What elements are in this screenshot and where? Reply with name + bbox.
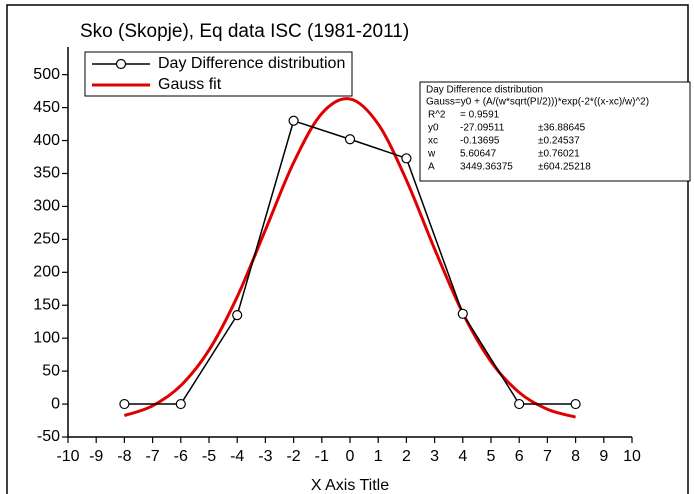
x-tick-label: -4 [230,448,244,465]
x-tick-label: 6 [515,448,524,465]
legend-label: Day Difference distribution [158,55,345,72]
annotation-cell: xc [428,136,438,147]
x-tick-label: -5 [202,448,216,465]
x-tick-label: 10 [623,448,641,465]
x-tick-label: -10 [56,448,79,465]
legend: Day Difference distribution Gauss fit [84,51,353,97]
x-tick-label: 2 [402,448,411,465]
y-tick-label: 500 [33,66,60,83]
annotation-cell: w [427,149,436,160]
fit-parameters-box [419,81,691,182]
y-tick-label: 400 [33,132,60,149]
x-tick-label: -7 [145,448,159,465]
annotation-cell: R^2 [428,110,446,121]
data-point [288,115,299,126]
chart-title: Sko (Skopje), Eq data ISC (1981-2011) [80,21,409,42]
annotation-cell: -27.09511 [460,123,505,134]
data-point [119,398,130,410]
annotation-cell: A [428,162,435,173]
data-point [232,310,243,321]
data-point [457,308,468,319]
annotation-cell: ±36.88645 [538,123,586,134]
legend-label: Gauss fit [158,76,222,93]
legend-marker [115,58,127,70]
y-tick-label: 350 [33,165,60,182]
data-point [514,398,525,410]
y-tick-label: 150 [33,296,60,313]
annotation-cell: ±0.24537 [538,136,580,147]
data-point [344,134,356,145]
y-tick-label: 300 [33,198,60,215]
annotation-cell: = 0.9591 [460,110,500,121]
x-tick-label: 3 [430,448,439,465]
y-tick-label: 200 [33,264,60,281]
x-tick-label: 5 [487,448,496,465]
x-tick-label: -9 [89,448,103,465]
x-tick-label: 0 [346,448,355,465]
x-tick-label: 1 [374,448,383,465]
y-tick-label: 50 [42,362,60,379]
page-frame [6,4,689,494]
data-point [570,398,581,410]
legend-box [84,51,353,97]
x-tick-label: 9 [599,448,608,465]
y-tick-label: -50 [37,428,60,445]
annotation-cell: y0 [428,123,439,134]
x-tick-label: 8 [571,448,580,465]
y-tick-label: 0 [51,395,60,412]
annotation-equation: Gauss=y0 + (A/(w*sqrt(PI/2)))*exp(-2*((x… [426,97,649,108]
x-tick-label: -2 [286,448,300,465]
annotation-cell: ±0.76021 [538,149,580,160]
y-tick-label: 450 [33,99,60,116]
x-axis-title: X Axis Title [311,477,389,494]
x-tick-label: -8 [117,448,131,465]
data-point [175,398,186,410]
y-tick-label: 100 [33,329,60,346]
x-tick-label: 4 [458,448,467,465]
annotation-cell: 5.60647 [460,149,497,160]
data-point [401,153,412,164]
x-tick-label: -6 [174,448,188,465]
annotation-cell: -0.13695 [460,136,500,147]
x-tick-label: 7 [543,448,552,465]
x-tick-label: -1 [315,448,329,465]
annotation-title: Day Difference distribution [426,85,543,96]
annotation-cell: ±604.25218 [538,162,591,173]
y-tick-label: 250 [33,231,60,248]
annotation-cell: 3449.36375 [460,162,513,173]
x-tick-label: -3 [258,448,272,465]
